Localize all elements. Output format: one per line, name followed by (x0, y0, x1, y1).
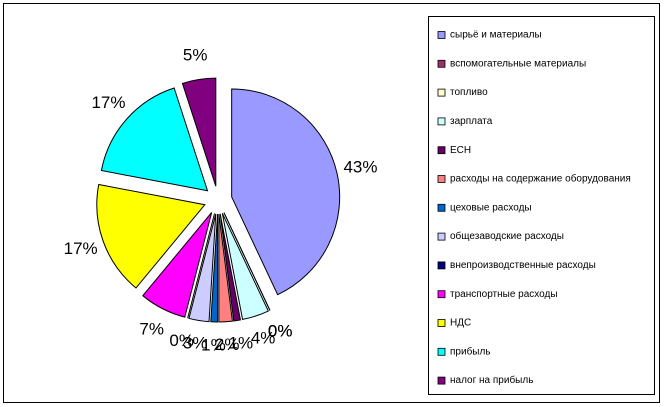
data-label: 1% (201, 335, 226, 354)
legend-swatch (437, 261, 446, 270)
pie-slice (218, 213, 233, 323)
pie-slice (187, 213, 216, 319)
data-label: 17% (91, 93, 125, 112)
data-label: 4% (251, 328, 276, 347)
data-label: 7% (139, 320, 164, 339)
legend-label: ЕСН (450, 145, 471, 156)
legend-swatch (437, 376, 446, 385)
data-label: 0% (268, 322, 293, 341)
legend-label: НДС (450, 318, 471, 329)
legend-label: сырьё и материалы (450, 30, 542, 41)
pie-slice (188, 213, 217, 323)
legend-label: топливо (450, 87, 488, 98)
data-label: 3% (183, 334, 208, 353)
legend-swatch (437, 290, 446, 299)
data-label: 43% (343, 158, 377, 177)
legend-label: налог на прибыль (450, 374, 533, 386)
legend-swatch (437, 232, 446, 241)
data-label: 0% (268, 322, 293, 341)
pie-slice (100, 87, 209, 192)
pie-slice (231, 88, 341, 296)
legend-swatch (437, 175, 446, 183)
legend-label: общезаводские расходы (450, 230, 564, 242)
legend-swatch (437, 203, 446, 212)
legend-swatch (437, 31, 446, 39)
legend-label: зарплата (450, 116, 493, 127)
legend-swatch (437, 319, 446, 327)
legend-label: расходы на содержание оборудования (450, 173, 631, 185)
legend-swatch (437, 146, 446, 155)
pie-slice (181, 77, 217, 187)
pie-slice (219, 213, 242, 322)
data-label: 1% (229, 334, 254, 353)
legend-label: вспомогательные материалы (450, 58, 586, 69)
legend-swatch (437, 117, 446, 126)
legend-swatch (437, 59, 446, 68)
legend-label: цеховые расходы (450, 202, 532, 213)
pie-slice (210, 213, 219, 323)
legend-label: внепроизводственные расходы (450, 260, 596, 271)
legend-box (428, 16, 655, 395)
legend-label: транспортные расходы (450, 289, 558, 300)
pie-slice (221, 213, 269, 320)
data-label: 0% (169, 331, 194, 350)
data-label: 2% (215, 335, 240, 354)
legend-swatch (437, 88, 446, 97)
legend-swatch (437, 347, 446, 356)
pie-slice (142, 212, 213, 318)
pie-slice (96, 183, 206, 289)
data-label: 5% (183, 45, 208, 64)
legend-label: прибыль (450, 345, 491, 357)
data-label: 17% (64, 239, 98, 258)
